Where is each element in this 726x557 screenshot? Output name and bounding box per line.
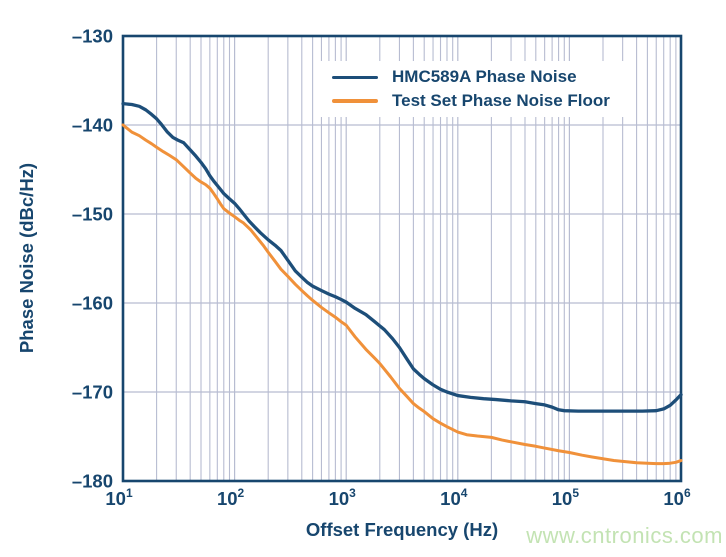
legend-item-hmc589a: HMC589A Phase Noise [332,67,610,87]
y-axis-title: Phase Noise (dBc/Hz) [16,162,37,354]
y-tick-label: –140 [72,115,113,136]
watermark: www.cntronics.com [526,523,723,548]
legend-label-test-set: Test Set Phase Noise Floor [392,90,610,110]
plot-border [121,34,683,483]
y-tick-label: –170 [72,382,113,403]
legend: HMC589A Phase Noise Test Set Phase Noise… [316,61,628,118]
y-tick-label: –180 [72,471,113,492]
test-set-phase-noise-floor-curve [121,123,683,466]
x-tick-label: 103 [329,486,357,509]
legend-item-test-set: Test Set Phase Noise Floor [332,90,610,111]
x-tick-label: 104 [440,486,468,509]
y-tick-label: –150 [72,204,113,225]
x-tick-label: 105 [552,486,580,509]
legend-swatch-test-set [332,99,378,103]
y-tick-label: –130 [72,26,113,47]
x-tick-label: 101 [105,486,133,509]
x-tick-label: 106 [663,486,691,509]
x-axis-title: Offset Frequency (Hz) [305,519,499,540]
hmc589a-phase-noise-curve [121,101,683,413]
legend-swatch-hmc589a [332,75,378,80]
y-tick-label: –160 [72,293,113,314]
x-tick-label: 102 [217,486,245,509]
legend-label-hmc589a: HMC589A Phase Noise [392,67,577,86]
